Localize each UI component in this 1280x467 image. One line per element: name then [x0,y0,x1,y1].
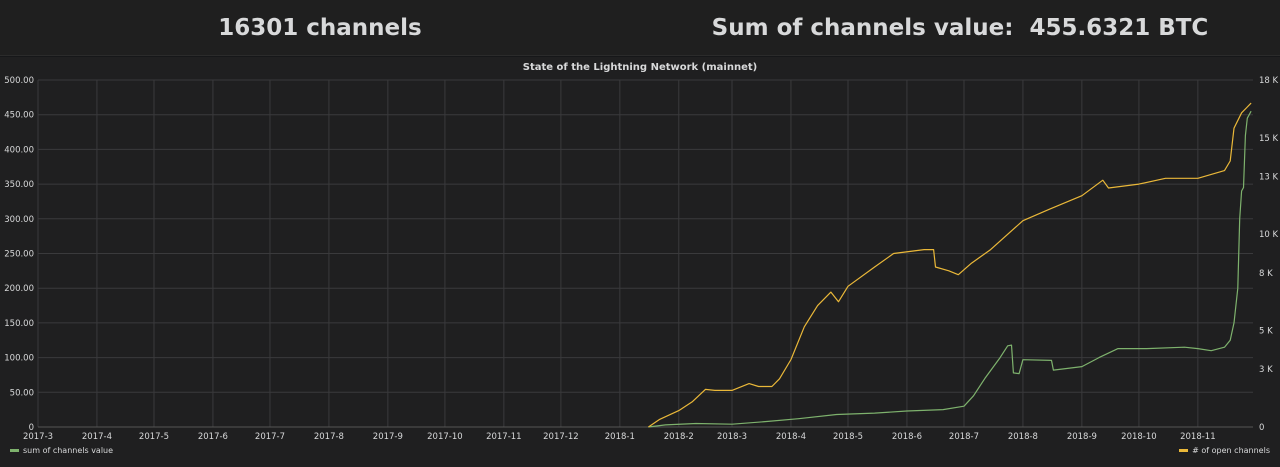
x-tick-label: 2018-7 [949,432,979,442]
x-tick-label: 2017-9 [373,432,403,442]
y-right-tick-label: 18 K [1259,76,1279,86]
legend-swatch-channels [1179,449,1189,452]
legend-channels-series[interactable]: # of open channels [1179,446,1270,455]
channels-count-text: 16301 channels [218,14,422,41]
x-tick-label: 2017-3 [23,432,53,442]
x-tick-label: 2018-6 [892,432,922,442]
chart-title: State of the Lightning Network (mainnet) [522,62,758,73]
y-left-tick-label: 50.00 [10,388,34,398]
x-tick-label: 2017-12 [543,432,579,442]
x-tick-label: 2017-10 [427,432,463,442]
x-tick-label: 2018-2 [664,432,694,442]
channels-count-panel: 16301 channels [0,0,640,55]
chart-panel: State of the Lightning Network (mainnet)… [0,57,1280,467]
y-right-tick-label: 15 K [1259,134,1279,144]
y-left-tick-label: 500.00 [4,76,34,86]
y-right-tick-label: 10 K [1259,230,1279,240]
x-tick-label: 2018-3 [717,432,747,442]
series-line-channels-value [648,110,1252,428]
x-tick-label: 2018-10 [1121,432,1157,442]
channels-value-text: 455.6321 BTC [1029,14,1209,41]
x-tick-label: 2017-6 [198,432,228,442]
y-left-tick-label: 200.00 [4,284,34,294]
stats-row: 16301 channels Sum of channels value: 45… [0,0,1280,56]
x-tick-label: 2017-7 [255,432,285,442]
legend-label-value: sum of channels value [23,446,114,455]
channels-value-panel: Sum of channels value: 455.6321 BTC [640,0,1280,55]
x-tick-label: 2017-4 [82,432,112,442]
y-right-tick-label: 5 K [1259,327,1273,337]
y-left-tick-label: 100.00 [4,354,34,364]
y-left-tick-label: 400.00 [4,145,34,155]
y-right-tick-label: 3 K [1259,365,1273,375]
y-left-tick-label: 250.00 [4,250,34,260]
y-left-tick-label: 450.00 [4,111,34,121]
x-tick-label: 2017-8 [314,432,344,442]
x-tick-label: 2017-5 [139,432,169,442]
line-chart: 0 50.00 100.00 150.00 200.00 250.00 300.00 350.… [4,76,1279,442]
x-tick-label: 2018-5 [833,432,863,442]
y-right-tick-label: 0 [1259,423,1264,433]
x-tick-label: 2018-11 [1180,432,1216,442]
y-right-tick-label: 13 K [1259,172,1279,182]
y-left-tick-label: 150.00 [4,319,34,329]
series-line-open-channels [648,102,1252,428]
legend-value-series[interactable]: sum of channels value [10,446,113,455]
y-left-tick-label: 300.00 [4,215,34,225]
x-tick-label: 2018-1 [605,432,635,442]
x-tick-label: 2018-9 [1067,432,1097,442]
x-tick-label: 2017-11 [486,432,522,442]
legend-swatch-value [10,449,19,452]
y-right-tick-label: 8 K [1259,269,1273,279]
legend-label-channels: # of open channels [1192,446,1270,455]
x-tick-label: 2018-4 [776,432,806,442]
x-tick-label: 2018-8 [1008,432,1038,442]
y-left-tick-label: 350.00 [4,180,34,190]
channels-value-label: Sum of channels value: [711,14,1014,41]
y-left-tick-label: 0 [29,423,34,433]
